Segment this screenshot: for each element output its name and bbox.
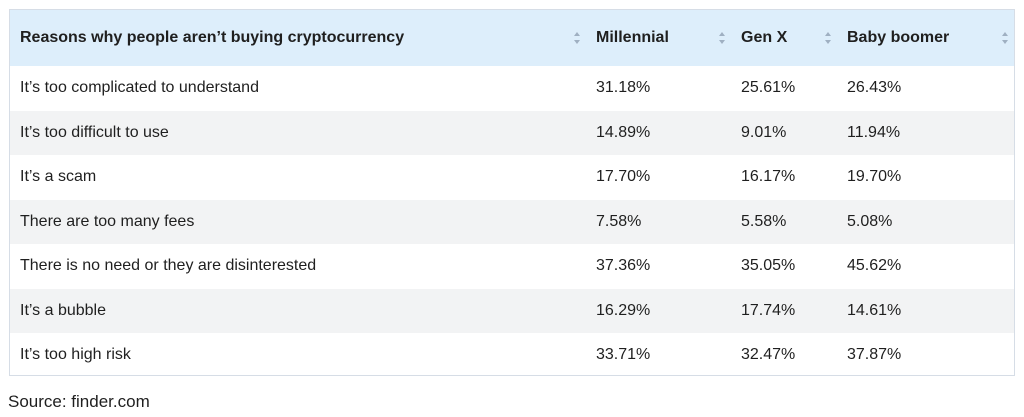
table-cell-millennial: 16.29% [596, 301, 651, 319]
table-cell-millennial: 33.71% [596, 346, 651, 364]
table-cell-gen-x: 35.05% [741, 257, 796, 275]
table-cell-reason: There are too many fees [20, 212, 195, 230]
table-cell-baby-boomer: 26.43% [847, 79, 902, 97]
table-cell-reason: It’s too complicated to understand [20, 79, 259, 97]
table-cell-gen-x: 25.61% [741, 79, 796, 97]
table-cell-millennial: 7.58% [596, 212, 642, 230]
sort-icon[interactable] [573, 32, 580, 44]
sort-icon[interactable] [718, 32, 725, 44]
table-cell-reason: It’s a scam [20, 168, 97, 186]
table-cell-gen-x: 32.47% [741, 346, 796, 364]
table-cell-baby-boomer: 14.61% [847, 301, 902, 319]
table-cell-reason: It’s too difficult to use [20, 123, 169, 141]
column-header-label: Reasons why people aren’t buying cryptoc… [20, 29, 405, 46]
table-cell-millennial: 31.18% [596, 79, 651, 97]
table-cell-reason: There is no need or they are disinterest… [20, 257, 317, 275]
column-header-label: Baby boomer [847, 29, 950, 46]
table-row: It’s a scam 17.70% 16.17% 19.70% [10, 155, 1014, 200]
table-row: There are too many fees 7.58% 5.58% 5.08… [10, 199, 1014, 244]
table-cell-reason: It’s a bubble [20, 301, 106, 319]
sort-icon[interactable] [824, 32, 831, 44]
column-header-label: Gen X [741, 29, 788, 46]
table-cell-gen-x: 9.01% [741, 123, 787, 141]
crypto-reasons-table-container: Reasons why people aren’t buying cryptoc… [9, 9, 1015, 376]
table-cell-baby-boomer: 5.08% [847, 212, 893, 230]
source-caption: Source: finder.com [8, 392, 150, 411]
column-header-gen-x[interactable]: Gen X [731, 10, 837, 66]
table-cell-baby-boomer: 11.94% [847, 123, 901, 141]
column-header-millennial[interactable]: Millennial [586, 10, 731, 66]
table-cell-millennial: 14.89% [596, 123, 651, 141]
table-row: There is no need or they are disinterest… [10, 244, 1014, 289]
table-row: It’s too complicated to understand 31.18… [10, 66, 1014, 111]
table-cell-millennial: 17.70% [596, 168, 651, 186]
sort-icon[interactable] [1001, 32, 1008, 44]
table-row: It’s a bubble 16.29% 17.74% 14.61% [10, 288, 1014, 333]
table-cell-gen-x: 17.74% [741, 301, 796, 319]
table-cell-reason: It’s too high risk [20, 346, 131, 364]
table-cell-gen-x: 16.17% [741, 168, 796, 186]
column-header-reasons[interactable]: Reasons why people aren’t buying cryptoc… [10, 10, 586, 66]
table-row: It’s too difficult to use 14.89% 9.01% 1… [10, 110, 1014, 155]
table-header-row: Reasons why people aren’t buying cryptoc… [10, 10, 1014, 66]
table-cell-gen-x: 5.58% [741, 212, 787, 230]
table-row: It’s too high risk 33.71% 32.47% 37.87% [10, 333, 1014, 375]
column-header-label: Millennial [596, 29, 669, 46]
table-cell-baby-boomer: 37.87% [847, 346, 902, 364]
table-cell-baby-boomer: 19.70% [847, 168, 902, 186]
table-cell-baby-boomer: 45.62% [847, 257, 902, 275]
crypto-reasons-table: Reasons why people aren’t buying cryptoc… [10, 10, 1014, 375]
column-header-baby-boomer[interactable]: Baby boomer [837, 10, 1014, 66]
table-cell-millennial: 37.36% [596, 257, 651, 275]
